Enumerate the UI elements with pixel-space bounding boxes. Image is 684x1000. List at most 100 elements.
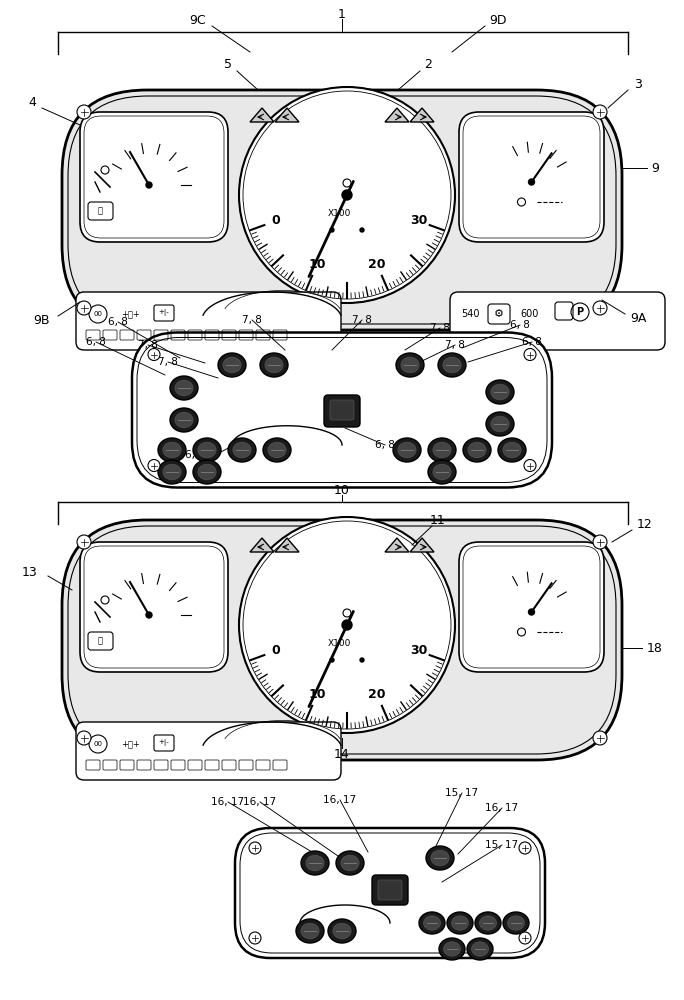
Ellipse shape [393,438,421,462]
Ellipse shape [431,850,449,866]
Text: 11: 11 [430,514,446,526]
FancyBboxPatch shape [459,542,604,672]
Text: 7, 8: 7, 8 [242,315,262,325]
Text: 1: 1 [338,7,346,20]
Polygon shape [385,108,409,122]
Text: 4: 4 [28,97,36,109]
Text: 16, 17: 16, 17 [486,803,518,813]
Ellipse shape [396,353,424,377]
Ellipse shape [198,442,216,458]
Ellipse shape [486,412,514,436]
Ellipse shape [193,438,221,462]
FancyBboxPatch shape [68,526,616,754]
Ellipse shape [433,442,451,458]
Ellipse shape [228,438,256,462]
Circle shape [77,301,91,315]
Text: 2: 2 [424,58,432,72]
Circle shape [146,612,152,618]
Circle shape [593,731,607,745]
Polygon shape [410,538,434,552]
Polygon shape [275,108,299,122]
Ellipse shape [233,442,251,458]
Ellipse shape [328,919,356,943]
Polygon shape [250,538,274,552]
Text: 9C: 9C [189,13,207,26]
Text: 30: 30 [410,644,427,657]
Text: 10: 10 [334,484,350,496]
Text: 15, 17: 15, 17 [486,840,518,850]
Text: 16, 17: 16, 17 [211,797,245,807]
Ellipse shape [443,357,461,373]
Circle shape [146,182,152,188]
Ellipse shape [296,919,324,943]
Ellipse shape [301,923,319,939]
Ellipse shape [198,464,216,480]
Circle shape [519,842,531,854]
Text: 16, 17: 16, 17 [324,795,356,805]
FancyBboxPatch shape [450,292,665,350]
Ellipse shape [158,460,186,484]
Ellipse shape [175,380,193,396]
Text: 7, 8: 7, 8 [352,315,372,325]
Circle shape [249,842,261,854]
Text: ⛽: ⛽ [98,637,103,646]
Circle shape [239,517,455,733]
Ellipse shape [306,855,324,871]
Text: 10: 10 [308,258,326,271]
FancyBboxPatch shape [76,292,341,350]
FancyBboxPatch shape [459,112,604,242]
Text: +⬥+: +⬥+ [122,310,140,318]
Circle shape [330,658,334,662]
Circle shape [519,932,531,944]
Text: 9: 9 [651,161,659,174]
Text: 14: 14 [334,748,350,762]
Text: 6, 8: 6, 8 [522,337,542,347]
FancyBboxPatch shape [62,520,622,760]
FancyBboxPatch shape [330,400,354,420]
Text: 6, 8: 6, 8 [510,320,530,330]
Text: 6, 8: 6, 8 [86,337,106,347]
Ellipse shape [503,912,529,934]
Circle shape [524,460,536,472]
Text: 13: 13 [22,566,38,578]
Text: 00: 00 [94,311,103,317]
FancyBboxPatch shape [132,332,552,488]
Ellipse shape [398,442,416,458]
Ellipse shape [218,353,246,377]
Text: 0: 0 [272,644,280,657]
Ellipse shape [503,442,521,458]
Ellipse shape [193,460,221,484]
Circle shape [342,620,352,630]
Circle shape [529,179,534,185]
Circle shape [593,535,607,549]
FancyBboxPatch shape [62,90,622,330]
Text: 7, 8: 7, 8 [138,340,158,350]
Circle shape [360,228,364,232]
Text: 600: 600 [521,309,539,319]
Ellipse shape [268,442,286,458]
Ellipse shape [223,357,241,373]
Ellipse shape [463,438,491,462]
Ellipse shape [467,938,493,960]
Ellipse shape [333,923,351,939]
Circle shape [529,609,534,615]
Ellipse shape [433,464,451,480]
Text: X100: X100 [328,639,351,648]
Circle shape [330,228,334,232]
Text: P: P [577,307,583,317]
Text: 30: 30 [410,214,427,227]
Text: 540: 540 [461,309,479,319]
Ellipse shape [443,942,460,956]
Text: 00: 00 [94,741,103,747]
Text: 7, 8: 7, 8 [158,357,178,367]
Ellipse shape [451,916,469,930]
FancyBboxPatch shape [76,722,341,780]
Text: 9A: 9A [630,312,646,324]
Ellipse shape [438,353,466,377]
Text: 6, 8: 6, 8 [108,317,128,327]
Circle shape [148,349,160,360]
Text: +|-: +|- [159,740,170,746]
Text: 20: 20 [369,258,386,271]
Ellipse shape [175,412,193,428]
Ellipse shape [428,460,456,484]
